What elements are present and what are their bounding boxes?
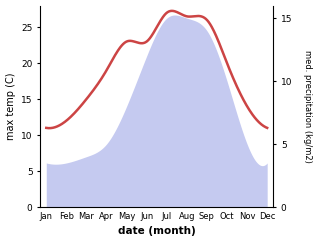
Y-axis label: max temp (C): max temp (C) [5, 73, 16, 140]
Y-axis label: med. precipitation (kg/m2): med. precipitation (kg/m2) [303, 50, 313, 163]
X-axis label: date (month): date (month) [118, 227, 196, 236]
